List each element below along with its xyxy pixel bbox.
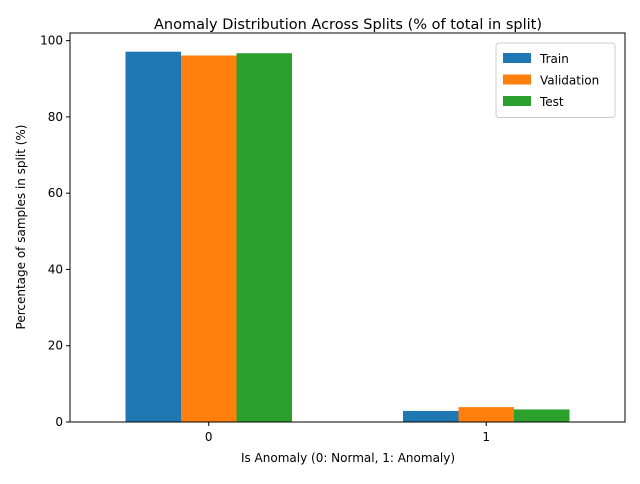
bar-validation-1 xyxy=(458,407,514,422)
legend-label-train: Train xyxy=(539,52,569,66)
chart-title: Anomaly Distribution Across Splits (% of… xyxy=(154,17,542,33)
x-tick-label: 1 xyxy=(482,430,490,444)
y-tick-label: 80 xyxy=(48,110,63,124)
legend-swatch-train xyxy=(503,53,531,63)
legend-swatch-test xyxy=(503,96,531,106)
y-tick-label: 40 xyxy=(48,262,63,276)
y-axis-label: Percentage of samples in split (%) xyxy=(14,125,28,330)
legend-swatch-validation xyxy=(503,74,531,85)
legend-label-validation: Validation xyxy=(540,74,599,88)
bar-train-0 xyxy=(125,51,181,422)
bar-validation-0 xyxy=(181,55,237,423)
bar-train-1 xyxy=(403,410,459,422)
bar-test-1 xyxy=(514,409,570,422)
y-tick-label: 0 xyxy=(55,415,63,429)
plot-area xyxy=(125,51,570,423)
y-tick-label: 100 xyxy=(40,34,63,48)
y-tick-label: 20 xyxy=(48,339,63,353)
x-axis-label: Is Anomaly (0: Normal, 1: Anomaly) xyxy=(241,451,455,465)
legend-label-test: Test xyxy=(539,95,564,109)
legend: Train Validation Test xyxy=(495,42,616,118)
x-tick-label: 0 xyxy=(205,430,213,444)
y-axis: 0 20 40 60 80 100 xyxy=(40,34,70,429)
bar-test-0 xyxy=(236,53,292,423)
plot-frame xyxy=(69,32,626,423)
y-tick-label: 60 xyxy=(48,186,63,200)
